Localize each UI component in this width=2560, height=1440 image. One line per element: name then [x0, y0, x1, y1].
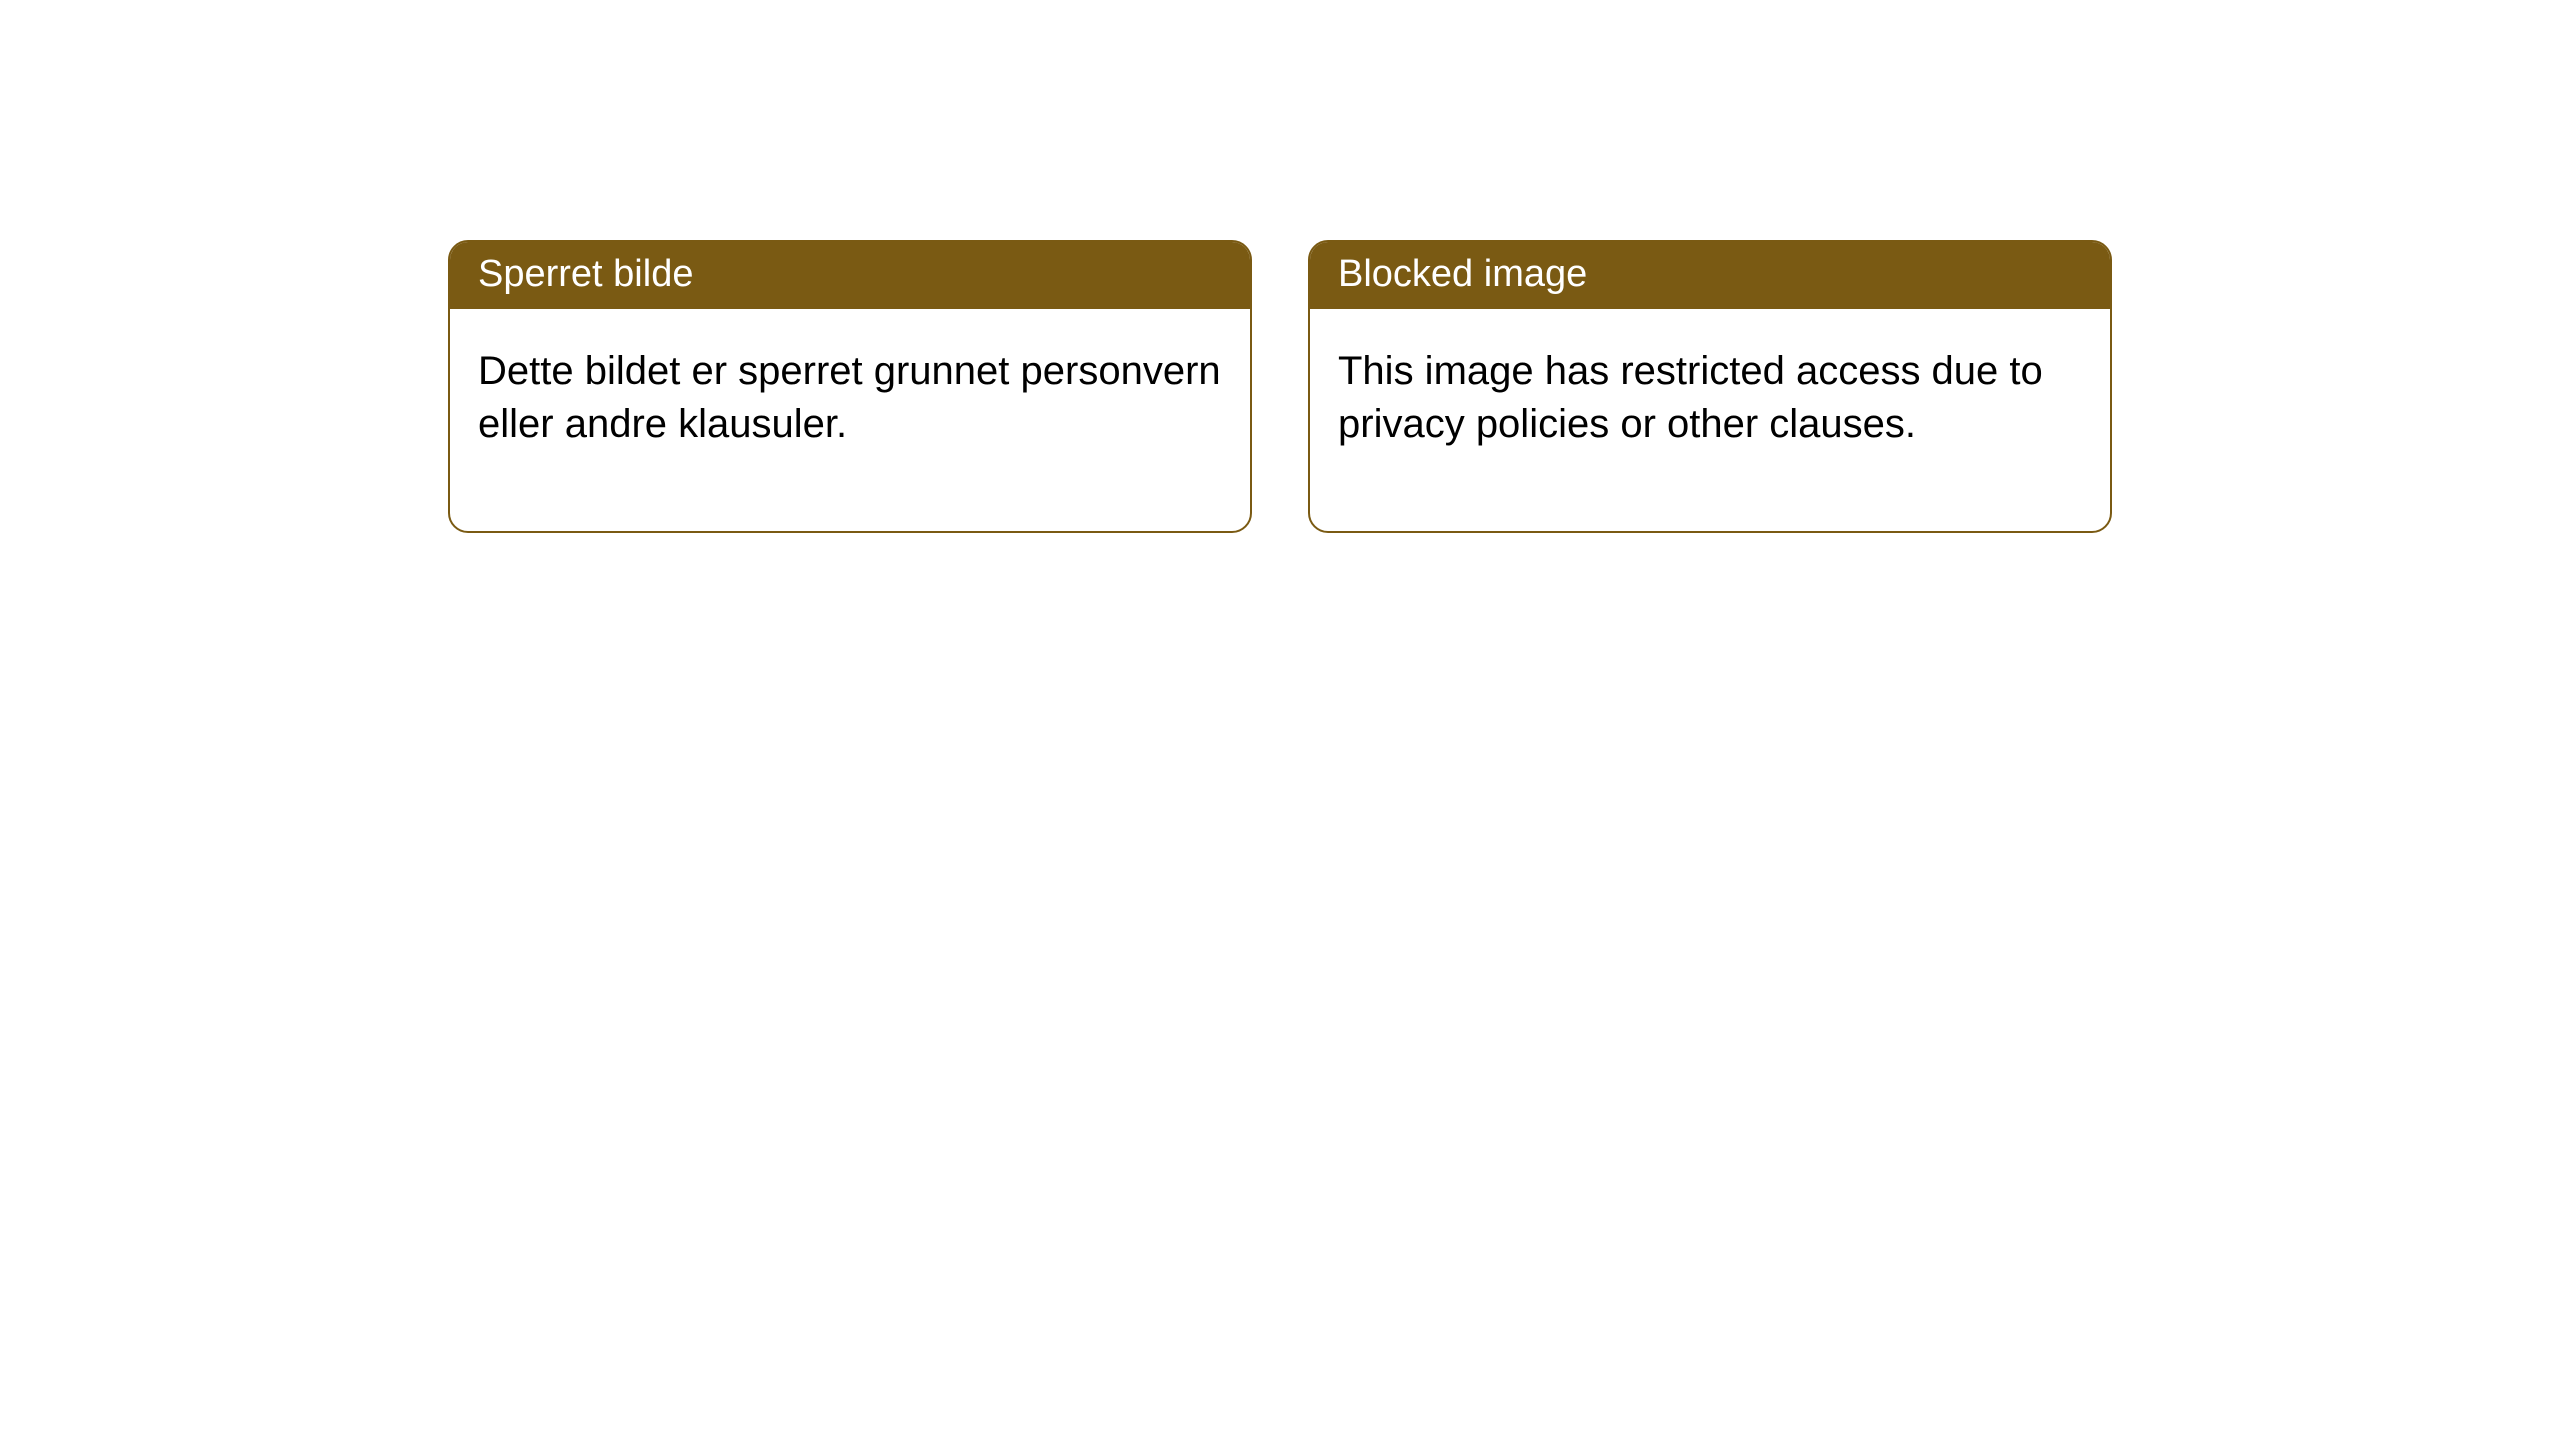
notice-body: Dette bildet er sperret grunnet personve…	[450, 309, 1250, 531]
notice-body: This image has restricted access due to …	[1310, 309, 2110, 531]
notice-header: Blocked image	[1310, 242, 2110, 309]
notice-header: Sperret bilde	[450, 242, 1250, 309]
notice-container: Sperret bilde Dette bildet er sperret gr…	[0, 0, 2560, 533]
notice-box-norwegian: Sperret bilde Dette bildet er sperret gr…	[448, 240, 1252, 533]
notice-box-english: Blocked image This image has restricted …	[1308, 240, 2112, 533]
